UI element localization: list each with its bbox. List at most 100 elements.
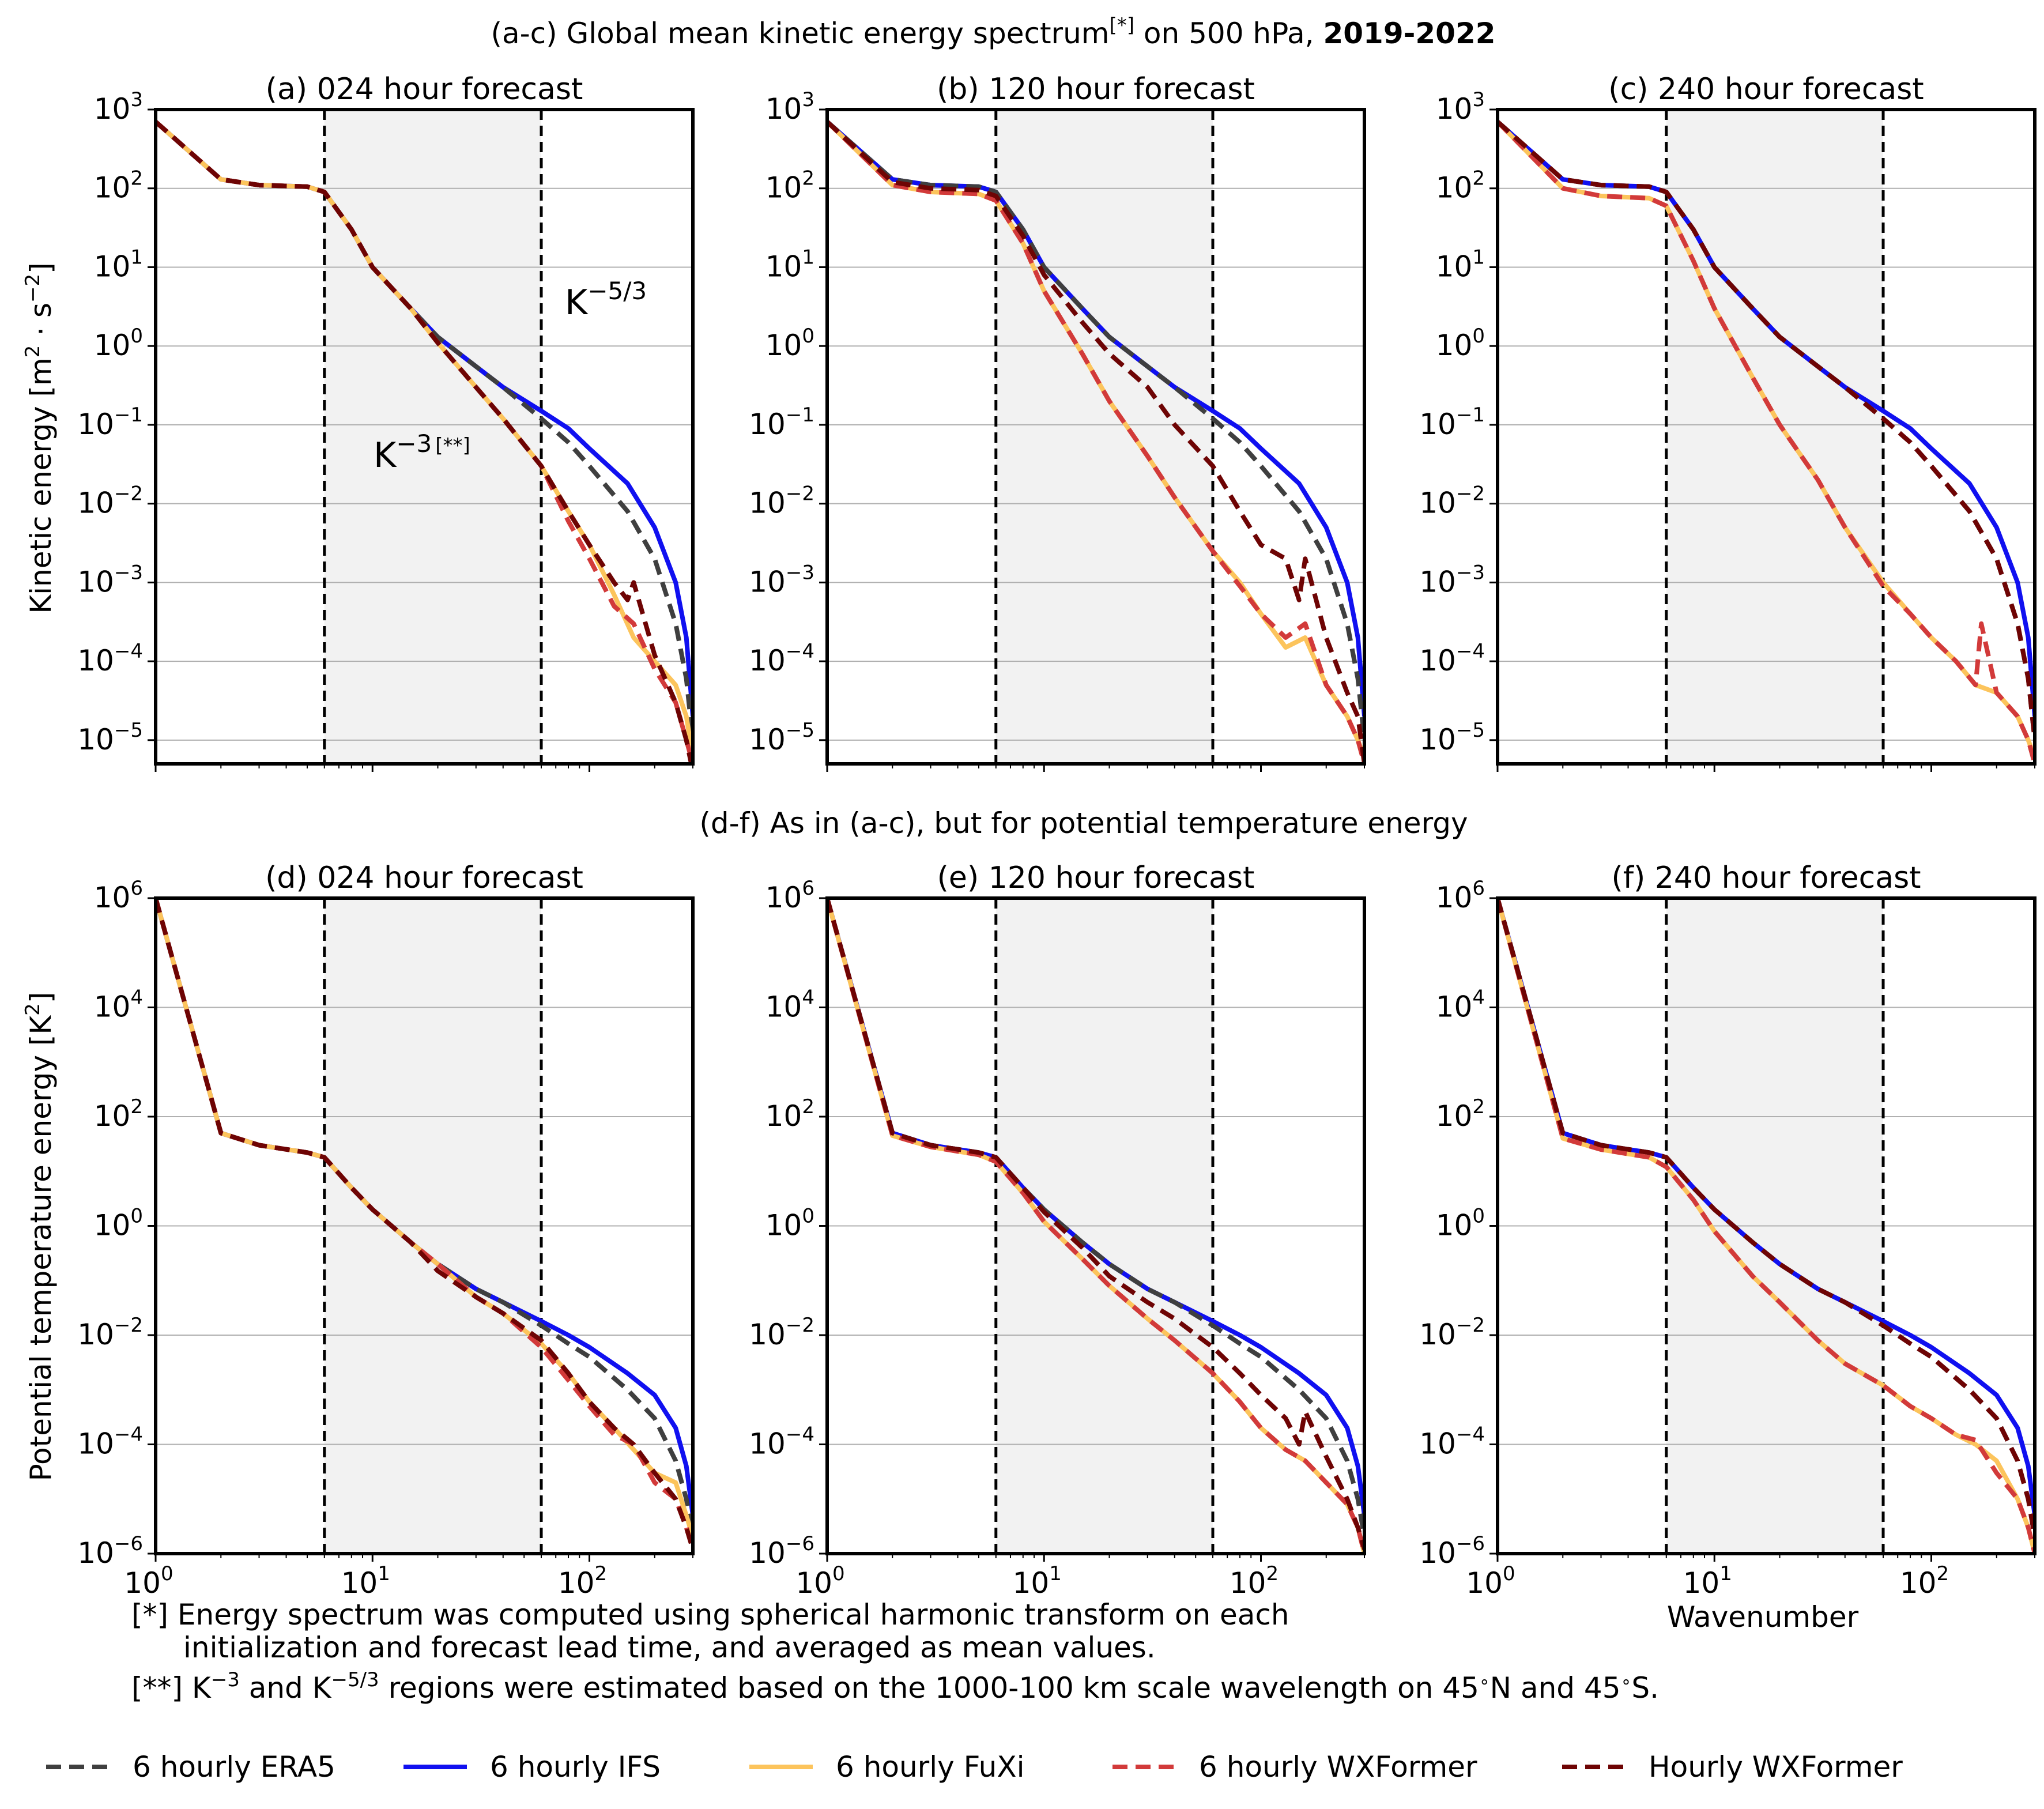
- y-tick-label: 10−1: [1419, 404, 1485, 441]
- legend-label: 6 hourly IFS: [490, 1750, 661, 1784]
- y-tick-label: 10−6: [749, 1532, 814, 1570]
- y-tick-label: 104: [765, 986, 814, 1024]
- row1-title-bold: 2019-2022: [1323, 17, 1495, 50]
- row1-title-prefix: (a-c) Global mean kinetic energy spectru…: [491, 17, 1109, 50]
- footnote-1: [*] Energy spectrum was computed using s…: [131, 1598, 1289, 1631]
- y-tick-label: 106: [765, 877, 814, 914]
- x-tick-label: 100: [124, 1562, 173, 1600]
- y-tick-label: 100: [1436, 325, 1485, 362]
- shaded-band: [995, 110, 1213, 764]
- x-tick-label: 102: [558, 1562, 607, 1600]
- y-tick-label: 10−6: [1419, 1532, 1485, 1570]
- y-tick-label: 101: [765, 246, 814, 283]
- series-hourly-wxformer: [1498, 898, 2035, 1538]
- legend-label: 6 hourly ERA5: [133, 1750, 335, 1784]
- y-tick-label: 10−2: [1419, 483, 1485, 520]
- y-tick-label: 10−1: [77, 404, 143, 441]
- row1-title: (a-c) Global mean kinetic energy spectru…: [491, 14, 1495, 50]
- panel-title: (e) 120 hour forecast: [937, 861, 1255, 895]
- y-tick-label: 100: [94, 325, 143, 362]
- axes-frame: [1496, 108, 2037, 766]
- series-hourly-wxformer: [827, 120, 1364, 764]
- x-tick-label: 102: [1900, 1562, 1949, 1600]
- y-tick-label: 10−4: [77, 640, 143, 677]
- row1-title-sup: [*]: [1110, 14, 1135, 37]
- panel-title: (c) 240 hour forecast: [1608, 72, 1924, 107]
- series-6-hourly-wxformer: [1498, 898, 2035, 1554]
- shaded-band: [324, 110, 542, 764]
- x-tick-label: 100: [1466, 1562, 1515, 1600]
- annotation-k-3: K−3 [**]: [374, 429, 470, 476]
- axes-frame: [825, 108, 1366, 766]
- y-tick-label: 106: [94, 877, 143, 914]
- legend-label: Hourly WXFormer: [1649, 1750, 1903, 1784]
- y-tick-label: 10−3: [749, 561, 814, 598]
- y-tick-label: 102: [94, 167, 143, 205]
- series-hourly-wxformer: [156, 120, 693, 764]
- y-tick-label: 10−2: [77, 1314, 143, 1351]
- y-tick-label: 10−5: [1419, 719, 1485, 756]
- panel-f: 10−6 10−4 10−2 100 102 104 106 100 101 102 (f) 240…: [1419, 861, 2037, 1600]
- y-tick-label: 10−2: [749, 483, 814, 520]
- y-tick-label: 104: [94, 986, 143, 1024]
- axes-frame: [1496, 896, 2037, 1555]
- ylabel-potential-temperature: Potential temperature energy [K2]: [21, 992, 58, 1482]
- y-tick-label: 100: [94, 1205, 143, 1242]
- ylabel-kinetic: Kinetic energy [m2 · s−2]: [21, 262, 58, 613]
- panel-title: (f) 240 hour forecast: [1611, 861, 1921, 895]
- series-hourly-wxformer: [1498, 120, 2035, 741]
- y-tick-label: 10−4: [749, 1423, 814, 1461]
- y-tick-label: 103: [1436, 88, 1485, 126]
- axes-frame: [154, 108, 695, 766]
- series-hourly-wxformer: [156, 898, 693, 1550]
- y-tick-label: 103: [765, 88, 814, 126]
- legend: 6 hourly ERA5 6 hourly IFS 6 hourly FuXi 6 …: [46, 1750, 1903, 1784]
- shaded-band: [1666, 110, 1884, 764]
- x-tick-label: 102: [1230, 1562, 1279, 1600]
- row1-title-middle: on 500 hPa,: [1134, 17, 1323, 50]
- footnote-2: initialization and forecast lead time, a…: [183, 1631, 1156, 1664]
- panel-b: 10−5 10−4 10−3 10−2 10−1 100 101 102 103 (b) 120 …: [749, 72, 1366, 772]
- panel-d: 10−6 10−4 10−2 100 102 104 106 100 101 102 (d) 024…: [77, 861, 695, 1600]
- y-tick-label: 102: [765, 167, 814, 205]
- y-tick-label: 10−4: [1419, 640, 1485, 677]
- panel-a: 10−5 10−4 10−3 10−2 10−1 100 101 102 103 (a) 024 …: [77, 72, 695, 772]
- legend-label: 6 hourly WXFormer: [1199, 1750, 1477, 1784]
- y-tick-label: 100: [765, 325, 814, 362]
- axes-frame: [825, 896, 1366, 1555]
- series-6-hourly-wxformer: [1498, 120, 2035, 764]
- y-tick-label: 100: [1436, 1205, 1485, 1242]
- y-tick-label: 100: [765, 1205, 814, 1242]
- y-tick-label: 10−3: [77, 561, 143, 598]
- series-6-hourly-wxformer: [827, 898, 1364, 1554]
- legend-label: 6 hourly FuXi: [836, 1750, 1024, 1784]
- panel-title: (a) 024 hour forecast: [266, 72, 583, 107]
- y-tick-label: 10−4: [749, 640, 814, 677]
- y-tick-label: 10−2: [749, 1314, 814, 1351]
- y-tick-label: 10−4: [77, 1423, 143, 1461]
- y-tick-label: 10−1: [749, 404, 814, 441]
- panel-title: (d) 024 hour forecast: [265, 861, 583, 895]
- series-hourly-wxformer: [827, 898, 1364, 1550]
- y-tick-label: 102: [94, 1095, 143, 1133]
- x-tick-label: 101: [341, 1562, 390, 1600]
- y-tick-label: 10−5: [77, 719, 143, 756]
- axes-frame: [154, 896, 695, 1555]
- y-tick-label: 102: [1436, 167, 1485, 205]
- y-tick-label: 101: [94, 246, 143, 283]
- y-tick-label: 104: [1436, 986, 1485, 1024]
- y-tick-label: 102: [765, 1095, 814, 1133]
- xlabel-wavenumber: Wavenumber: [1667, 1600, 1859, 1634]
- series-6-hourly-era5: [827, 120, 1364, 741]
- y-tick-label: 101: [1436, 246, 1485, 283]
- y-tick-label: 10−4: [1419, 1423, 1485, 1461]
- y-tick-label: 10−2: [1419, 1314, 1485, 1351]
- series-6-hourly-wxformer: [156, 120, 693, 764]
- panel-c: 10−5 10−4 10−3 10−2 10−1 100 101 102 103 (c) 240 …: [1419, 72, 2037, 772]
- y-tick-label: 10−5: [749, 719, 814, 756]
- footnote-3: [**] K−3 and K−5/3 regions were estimate…: [131, 1668, 1659, 1705]
- y-tick-label: 10−2: [77, 483, 143, 520]
- x-tick-label: 100: [795, 1562, 844, 1600]
- y-tick-label: 102: [1436, 1095, 1485, 1133]
